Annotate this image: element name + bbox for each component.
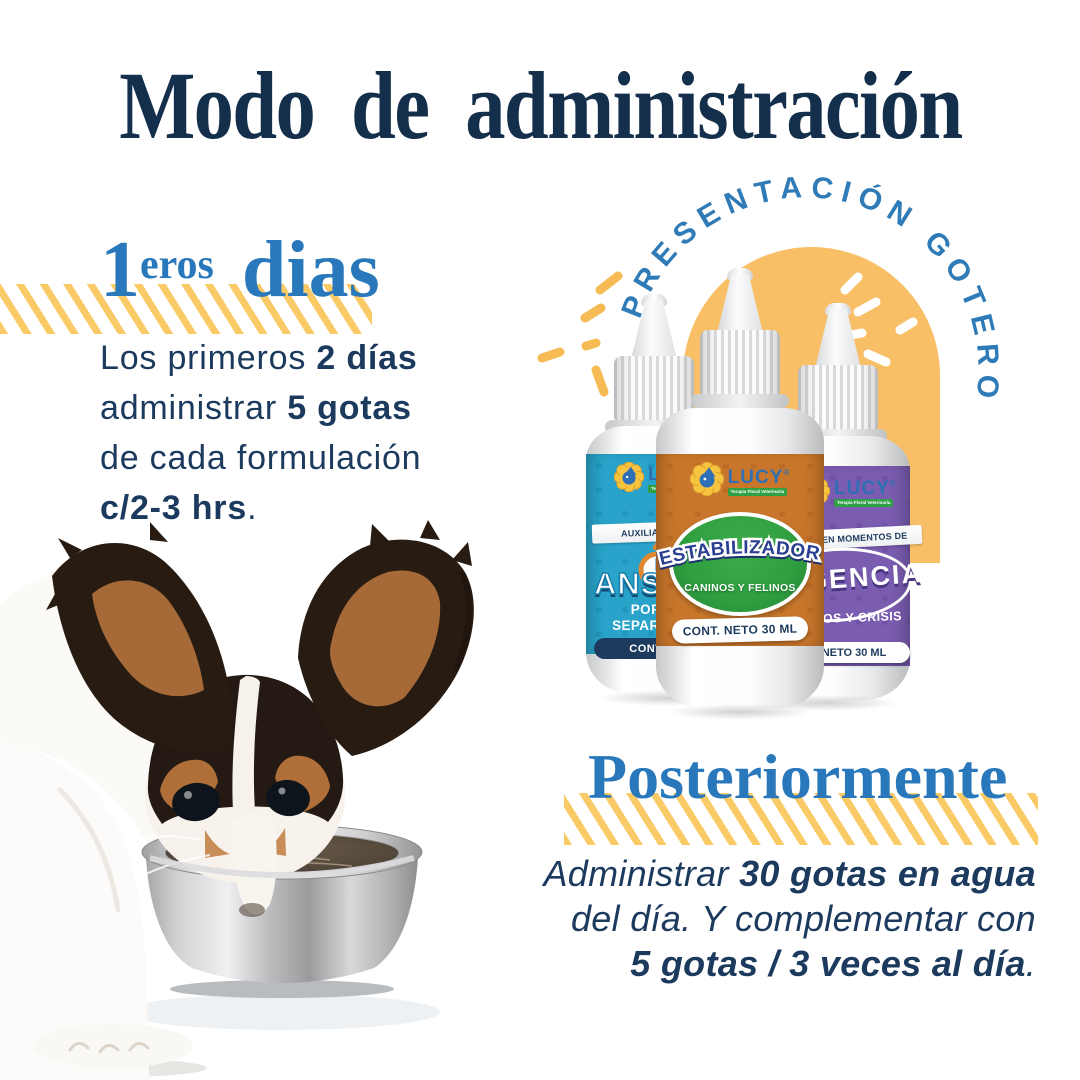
estabilizador-name: ESTABILIZADOR xyxy=(655,535,824,573)
p2-line2: del día. Y complementar con xyxy=(570,898,1036,939)
page-title: Modo de administración xyxy=(118,52,963,159)
bowl-near-rim xyxy=(149,855,415,878)
bottle-cap xyxy=(700,330,780,396)
p2-line1-bold: 30 gotas en agua xyxy=(739,853,1036,894)
first-days-heading: 1eros dias xyxy=(100,230,380,310)
first-days-superscript: eros xyxy=(140,242,214,288)
p2-line3-end: . xyxy=(1025,943,1036,984)
hatch-band-first-days xyxy=(0,284,372,334)
brand-tagline: Terapia Floral Veterinaria xyxy=(727,487,788,496)
brand-tagline: Terapia Floral Veterinaria xyxy=(834,499,894,507)
p1-line1-bold: 2 días xyxy=(316,339,418,377)
svg-text:ESTABILIZADOR: ESTABILIZADOR xyxy=(657,537,821,570)
later-heading: Posteriormente xyxy=(588,741,1008,812)
p1-line2-bold: 5 gotas xyxy=(287,389,412,427)
estabilizador-green-oval xyxy=(669,512,811,616)
dog-head-icon xyxy=(699,467,716,488)
label-estabilizador: LUCY® Terapia Floral Veterinaria ESTABIL… xyxy=(655,454,824,646)
hatch-band-later xyxy=(564,793,1038,845)
p1-line4-bold: c/2-3 hrs xyxy=(100,489,248,527)
first-days-number: 1 xyxy=(100,226,140,314)
dog-ears xyxy=(46,520,474,756)
first-days-paragraph: Los primeros 2 días administrar 5 gotas … xyxy=(100,333,530,533)
lucy-flower-icon xyxy=(689,462,724,496)
dropper-tip xyxy=(717,274,763,332)
p2-line1-normal: Administrar xyxy=(543,853,740,894)
later-paragraph: Administrar 30 gotas en agua del día. Y … xyxy=(476,851,1036,986)
bottle-estabilizador: LUCY® Terapia Floral Veterinaria ESTABIL… xyxy=(655,268,824,720)
bottle-shadow xyxy=(666,704,814,720)
estabilizador-species: CANINOS Y FELINOS xyxy=(684,582,796,594)
p1-line2-normal: administrar xyxy=(100,389,288,427)
p2-line3-bold: 5 gotas / 3 veces al día xyxy=(630,943,1026,984)
brand-column: LUCY® Terapia Floral Veterinaria xyxy=(727,463,791,496)
ansiedad-sub1: POR xyxy=(630,602,662,617)
lucy-flower-icon xyxy=(614,461,644,492)
dog-eating-photo xyxy=(0,520,474,1080)
p1-line1-normal: Los primeros xyxy=(100,339,317,377)
brand-column: LUCY® Terapia Floral Veterinaria xyxy=(834,474,897,507)
bottle-flange xyxy=(691,394,789,408)
yellow-dashes-icon xyxy=(537,271,623,397)
brand-name: LUCY® xyxy=(834,478,897,499)
lucy-logo: LUCY® Terapia Floral Veterinaria xyxy=(656,462,824,496)
brand-name: LUCY® xyxy=(727,466,791,488)
bottle-body: LUCY® Terapia Floral Veterinaria ESTABIL… xyxy=(655,408,824,708)
estabilizador-net-content: CONT. NETO 30 ML xyxy=(671,616,809,644)
p1-line3: de cada formulación xyxy=(100,439,422,477)
p1-line4-end: . xyxy=(247,489,258,527)
urgencia-net-content: NETO 30 ML xyxy=(798,642,910,663)
title-wrap: Modo de administración xyxy=(0,58,1080,154)
first-days-word: dias xyxy=(241,226,380,314)
dog-head-icon xyxy=(622,466,637,484)
